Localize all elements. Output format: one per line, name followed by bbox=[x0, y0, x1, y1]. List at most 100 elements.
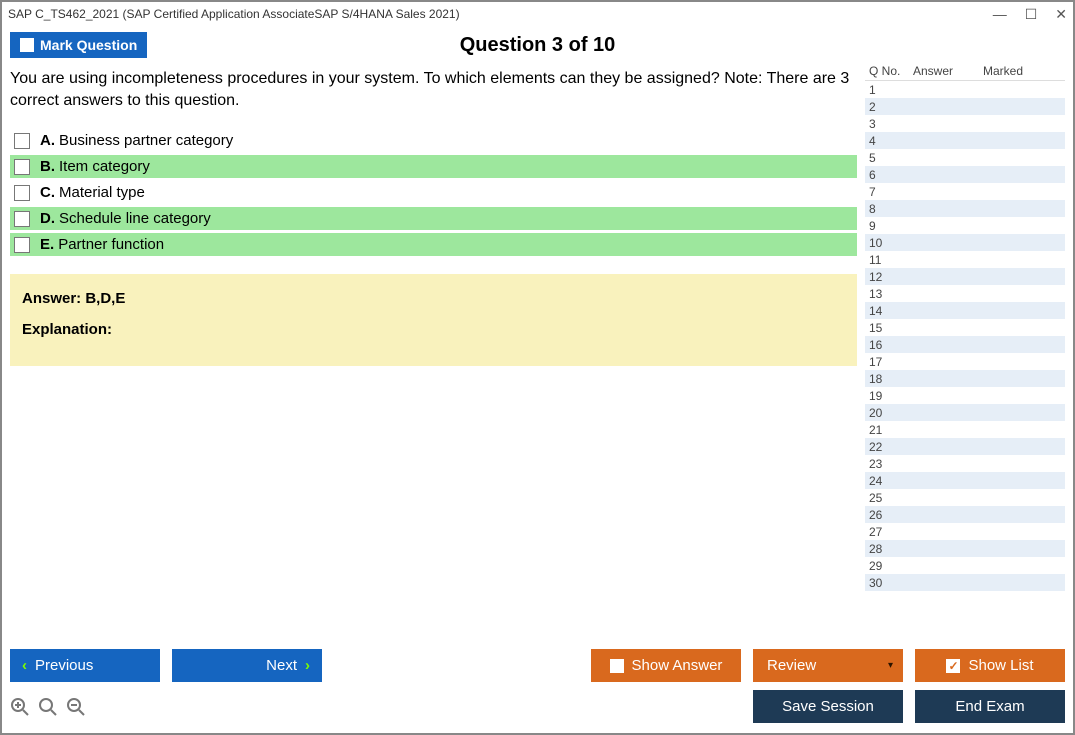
sidebar-row[interactable]: 19 bbox=[865, 387, 1065, 404]
sidebar-qno: 30 bbox=[869, 576, 913, 590]
choice-letter: C. bbox=[40, 184, 55, 201]
sidebar-row[interactable]: 30 bbox=[865, 574, 1065, 591]
answer-panel: Answer: B,D,E Explanation: bbox=[10, 274, 857, 366]
col-header-qno: Q No. bbox=[869, 64, 913, 78]
show-answer-label: Show Answer bbox=[632, 657, 723, 674]
sidebar-qno: 25 bbox=[869, 491, 913, 505]
sidebar-row[interactable]: 27 bbox=[865, 523, 1065, 540]
sidebar-row[interactable]: 25 bbox=[865, 489, 1065, 506]
sidebar-row[interactable]: 29 bbox=[865, 557, 1065, 574]
choice-letter: A. bbox=[40, 132, 55, 149]
footer-row-2: Save Session End Exam bbox=[10, 690, 1065, 723]
sidebar-qno: 8 bbox=[869, 202, 913, 216]
review-dropdown[interactable]: Review ▾ bbox=[753, 649, 903, 682]
sidebar-row[interactable]: 20 bbox=[865, 404, 1065, 421]
zoom-out-icon[interactable] bbox=[66, 697, 86, 717]
save-session-label: Save Session bbox=[782, 698, 874, 715]
previous-button[interactable]: ‹ Previous bbox=[10, 649, 160, 682]
sidebar-row[interactable]: 14 bbox=[865, 302, 1065, 319]
choice-checkbox[interactable] bbox=[14, 237, 30, 253]
sidebar-qno: 9 bbox=[869, 219, 913, 233]
header-row: Mark Question Question 3 of 10 bbox=[2, 26, 1073, 62]
end-exam-label: End Exam bbox=[955, 698, 1024, 715]
sidebar-qno: 29 bbox=[869, 559, 913, 573]
minimize-icon[interactable]: — bbox=[993, 6, 1007, 23]
sidebar-qno: 27 bbox=[869, 525, 913, 539]
sidebar-qno: 18 bbox=[869, 372, 913, 386]
choice-text: Business partner category bbox=[59, 132, 233, 149]
sidebar-row[interactable]: 5 bbox=[865, 149, 1065, 166]
choice-row[interactable]: C. Material type bbox=[10, 181, 857, 204]
sidebar-row[interactable]: 9 bbox=[865, 217, 1065, 234]
sidebar-row[interactable]: 6 bbox=[865, 166, 1065, 183]
sidebar-row[interactable]: 4 bbox=[865, 132, 1065, 149]
choice-row[interactable]: A. Business partner category bbox=[10, 129, 857, 152]
choice-checkbox[interactable] bbox=[14, 133, 30, 149]
sidebar-qno: 1 bbox=[869, 83, 913, 97]
choice-row[interactable]: B. Item category bbox=[10, 155, 857, 178]
end-exam-button[interactable]: End Exam bbox=[915, 690, 1065, 723]
mark-question-button[interactable]: Mark Question bbox=[10, 32, 147, 58]
footer-row-1: ‹ Previous Next › Show Answer Review ▾ ✓… bbox=[10, 649, 1065, 682]
choice-text: Schedule line category bbox=[59, 210, 211, 227]
zoom-in-icon[interactable] bbox=[10, 697, 30, 717]
sidebar-qno: 15 bbox=[869, 321, 913, 335]
explanation-label: Explanation: bbox=[22, 321, 845, 338]
answer-line: Answer: B,D,E bbox=[22, 290, 845, 307]
sidebar-row[interactable]: 12 bbox=[865, 268, 1065, 285]
choice-checkbox[interactable] bbox=[14, 211, 30, 227]
sidebar-qno: 22 bbox=[869, 440, 913, 454]
question-list-sidebar: Q No. Answer Marked 12345678910111213141… bbox=[865, 62, 1065, 643]
close-icon[interactable]: ✕ bbox=[1055, 6, 1067, 23]
sidebar-row[interactable]: 24 bbox=[865, 472, 1065, 489]
app-window: SAP C_TS462_2021 (SAP Certified Applicat… bbox=[0, 0, 1075, 735]
sidebar-row[interactable]: 13 bbox=[865, 285, 1065, 302]
sidebar-qno: 2 bbox=[869, 100, 913, 114]
choices-list: A. Business partner category B. Item cate… bbox=[10, 129, 857, 256]
maximize-icon[interactable]: ☐ bbox=[1025, 6, 1038, 23]
sidebar-row[interactable]: 16 bbox=[865, 336, 1065, 353]
previous-label: Previous bbox=[35, 657, 93, 674]
sidebar-row[interactable]: 7 bbox=[865, 183, 1065, 200]
col-header-answer: Answer bbox=[913, 64, 983, 78]
next-label: Next bbox=[266, 657, 297, 674]
sidebar-list[interactable]: 1234567891011121314151617181920212223242… bbox=[865, 81, 1065, 643]
sidebar-row[interactable]: 17 bbox=[865, 353, 1065, 370]
choice-row[interactable]: E. Partner function bbox=[10, 233, 857, 256]
sidebar-row[interactable]: 3 bbox=[865, 115, 1065, 132]
sidebar-qno: 16 bbox=[869, 338, 913, 352]
footer: ‹ Previous Next › Show Answer Review ▾ ✓… bbox=[2, 643, 1073, 733]
sidebar-qno: 3 bbox=[869, 117, 913, 131]
next-button[interactable]: Next › bbox=[172, 649, 322, 682]
sidebar-row[interactable]: 8 bbox=[865, 200, 1065, 217]
titlebar: SAP C_TS462_2021 (SAP Certified Applicat… bbox=[2, 2, 1073, 26]
sidebar-row[interactable]: 21 bbox=[865, 421, 1065, 438]
question-text: You are using incompleteness procedures … bbox=[10, 62, 857, 123]
sidebar-row[interactable]: 18 bbox=[865, 370, 1065, 387]
show-answer-button[interactable]: Show Answer bbox=[591, 649, 741, 682]
choice-row[interactable]: D. Schedule line category bbox=[10, 207, 857, 230]
sidebar-row[interactable]: 22 bbox=[865, 438, 1065, 455]
choice-checkbox[interactable] bbox=[14, 159, 30, 175]
window-controls: — ☐ ✕ bbox=[993, 6, 1067, 23]
sidebar-row[interactable]: 26 bbox=[865, 506, 1065, 523]
save-session-button[interactable]: Save Session bbox=[753, 690, 903, 723]
show-list-checkbox-icon: ✓ bbox=[946, 659, 960, 673]
sidebar-qno: 24 bbox=[869, 474, 913, 488]
mark-question-checkbox-icon bbox=[20, 38, 34, 52]
sidebar-qno: 19 bbox=[869, 389, 913, 403]
zoom-reset-icon[interactable] bbox=[38, 697, 58, 717]
sidebar-qno: 28 bbox=[869, 542, 913, 556]
sidebar-row[interactable]: 28 bbox=[865, 540, 1065, 557]
sidebar-row[interactable]: 15 bbox=[865, 319, 1065, 336]
sidebar-row[interactable]: 2 bbox=[865, 98, 1065, 115]
sidebar-row[interactable]: 1 bbox=[865, 81, 1065, 98]
question-area: You are using incompleteness procedures … bbox=[10, 62, 865, 643]
choice-checkbox[interactable] bbox=[14, 185, 30, 201]
sidebar-row[interactable]: 10 bbox=[865, 234, 1065, 251]
sidebar-qno: 13 bbox=[869, 287, 913, 301]
sidebar-row[interactable]: 23 bbox=[865, 455, 1065, 472]
sidebar-qno: 14 bbox=[869, 304, 913, 318]
show-list-button[interactable]: ✓ Show List bbox=[915, 649, 1065, 682]
sidebar-row[interactable]: 11 bbox=[865, 251, 1065, 268]
